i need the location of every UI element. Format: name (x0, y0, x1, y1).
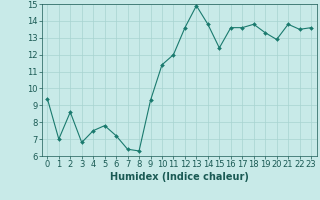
X-axis label: Humidex (Indice chaleur): Humidex (Indice chaleur) (110, 172, 249, 182)
